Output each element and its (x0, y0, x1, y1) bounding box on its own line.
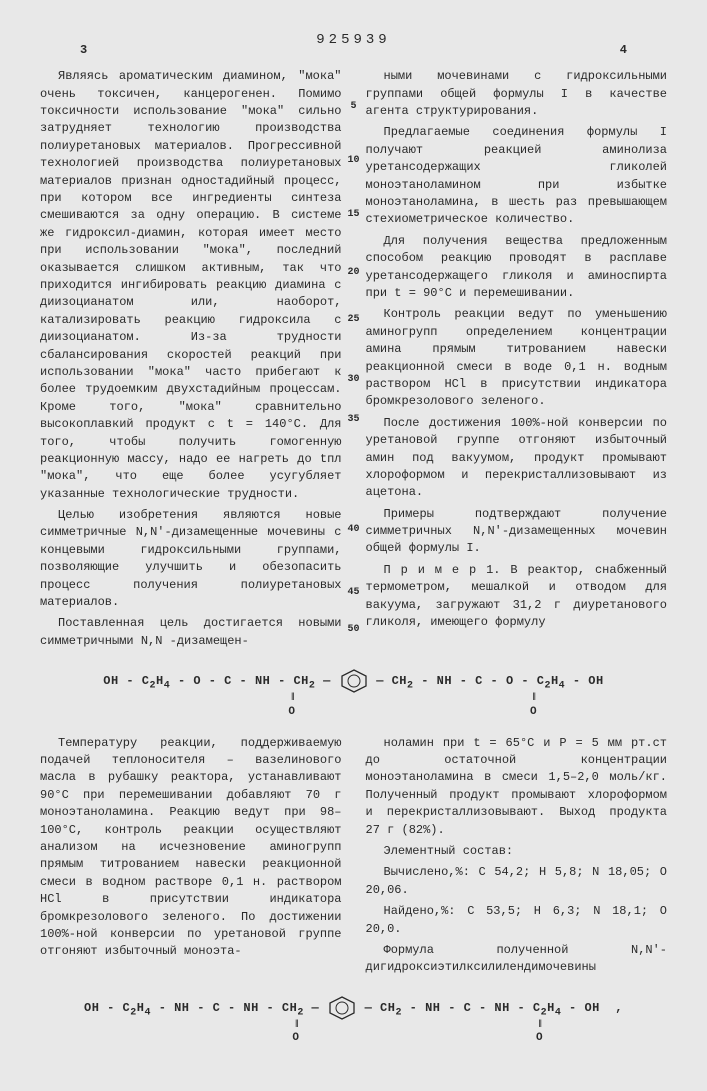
body-paragraph: Предлагаемые соединения формулы I получа… (366, 124, 668, 228)
page-number-right: 4 (620, 42, 627, 59)
body-paragraph: Для получения вещества предложенным спос… (366, 233, 668, 303)
formula-oxygen-row: OO (40, 705, 667, 721)
body-paragraph: Примеры подтверждают получение симметрич… (366, 506, 668, 558)
line-number: 15 (344, 208, 364, 223)
body-paragraph: ноламин при t = 65°С и P = 5 мм рт.ст до… (366, 735, 668, 839)
line-number: 10 (344, 154, 364, 169)
line-number: 45 (344, 586, 364, 601)
body-paragraph: Вычислено,%: С 54,2; Н 5,8; N 18,05; O 2… (366, 864, 668, 899)
body-paragraph: Найдено,%: С 53,5; Н 6,3; N 18,1; O 20,0… (366, 903, 668, 938)
benzene-ring-icon (339, 668, 369, 694)
page-number-left: 3 (80, 42, 87, 59)
body-paragraph: П р и м е р 1. В реактор, снабженный тер… (366, 562, 668, 632)
body-paragraph: После достижения 100%-ной конверсии по у… (366, 415, 668, 502)
line-number: 5 (344, 100, 364, 115)
line-number: 25 (344, 313, 364, 328)
right-column: ными мочевинами с гидроксильными группам… (366, 68, 668, 654)
right-column-lower: ноламин при t = 65°С и P = 5 мм рт.ст до… (366, 735, 668, 981)
formula-right-fragment: — CH2 - NH - C - O - C2H4 - OH (376, 674, 604, 688)
body-paragraph: Элементный состав: (366, 843, 668, 860)
columns-lower: Температуру реакции, поддерживаемую пода… (40, 735, 667, 981)
line-number: 20 (344, 266, 364, 281)
body-paragraph: ными мочевинами с гидроксильными группам… (366, 68, 668, 120)
line-number: 30 (344, 373, 364, 388)
line-number: 50 (344, 623, 364, 638)
document-number: 925939 (40, 30, 667, 50)
formula-right-fragment: — CH2 - NH - C - NH - C2H4 - OH , (365, 1001, 623, 1015)
benzene-ring-icon (327, 995, 357, 1021)
line-number: 35 (344, 413, 364, 428)
left-column: Являясь ароматическим диамином, "мока" о… (40, 68, 342, 654)
chemical-formula-1: OH - C2H4 - O - C - NH - CH2 — — CH2 - N… (40, 668, 667, 721)
formula-oxygen-row: OO (40, 1031, 667, 1047)
body-paragraph: Целью изобретения являются новые симметр… (40, 507, 342, 611)
columns-upper: 5 10 15 20 25 30 35 40 45 50 Являясь ароматически… (40, 68, 667, 654)
body-paragraph: Контроль реакции ведут по уменьшению ами… (366, 306, 668, 410)
body-paragraph: Являясь ароматическим диамином, "мока" о… (40, 68, 342, 503)
body-paragraph: Поставленная цель достигается новыми сим… (40, 615, 342, 650)
body-paragraph: Температуру реакции, поддерживаемую пода… (40, 735, 342, 961)
formula-left-fragment: OH - C2H4 - NH - C - NH - CH2 — (84, 1001, 319, 1015)
body-paragraph: Формула полученной N,N'-дигидроксиэтилкс… (366, 942, 668, 977)
formula-left-fragment: OH - C2H4 - O - C - NH - CH2 — (103, 674, 331, 688)
line-number: 40 (344, 523, 364, 538)
chemical-formula-2: OH - C2H4 - NH - C - NH - CH2 — — CH2 - … (40, 995, 667, 1048)
left-column-lower: Температуру реакции, поддерживаемую пода… (40, 735, 342, 981)
